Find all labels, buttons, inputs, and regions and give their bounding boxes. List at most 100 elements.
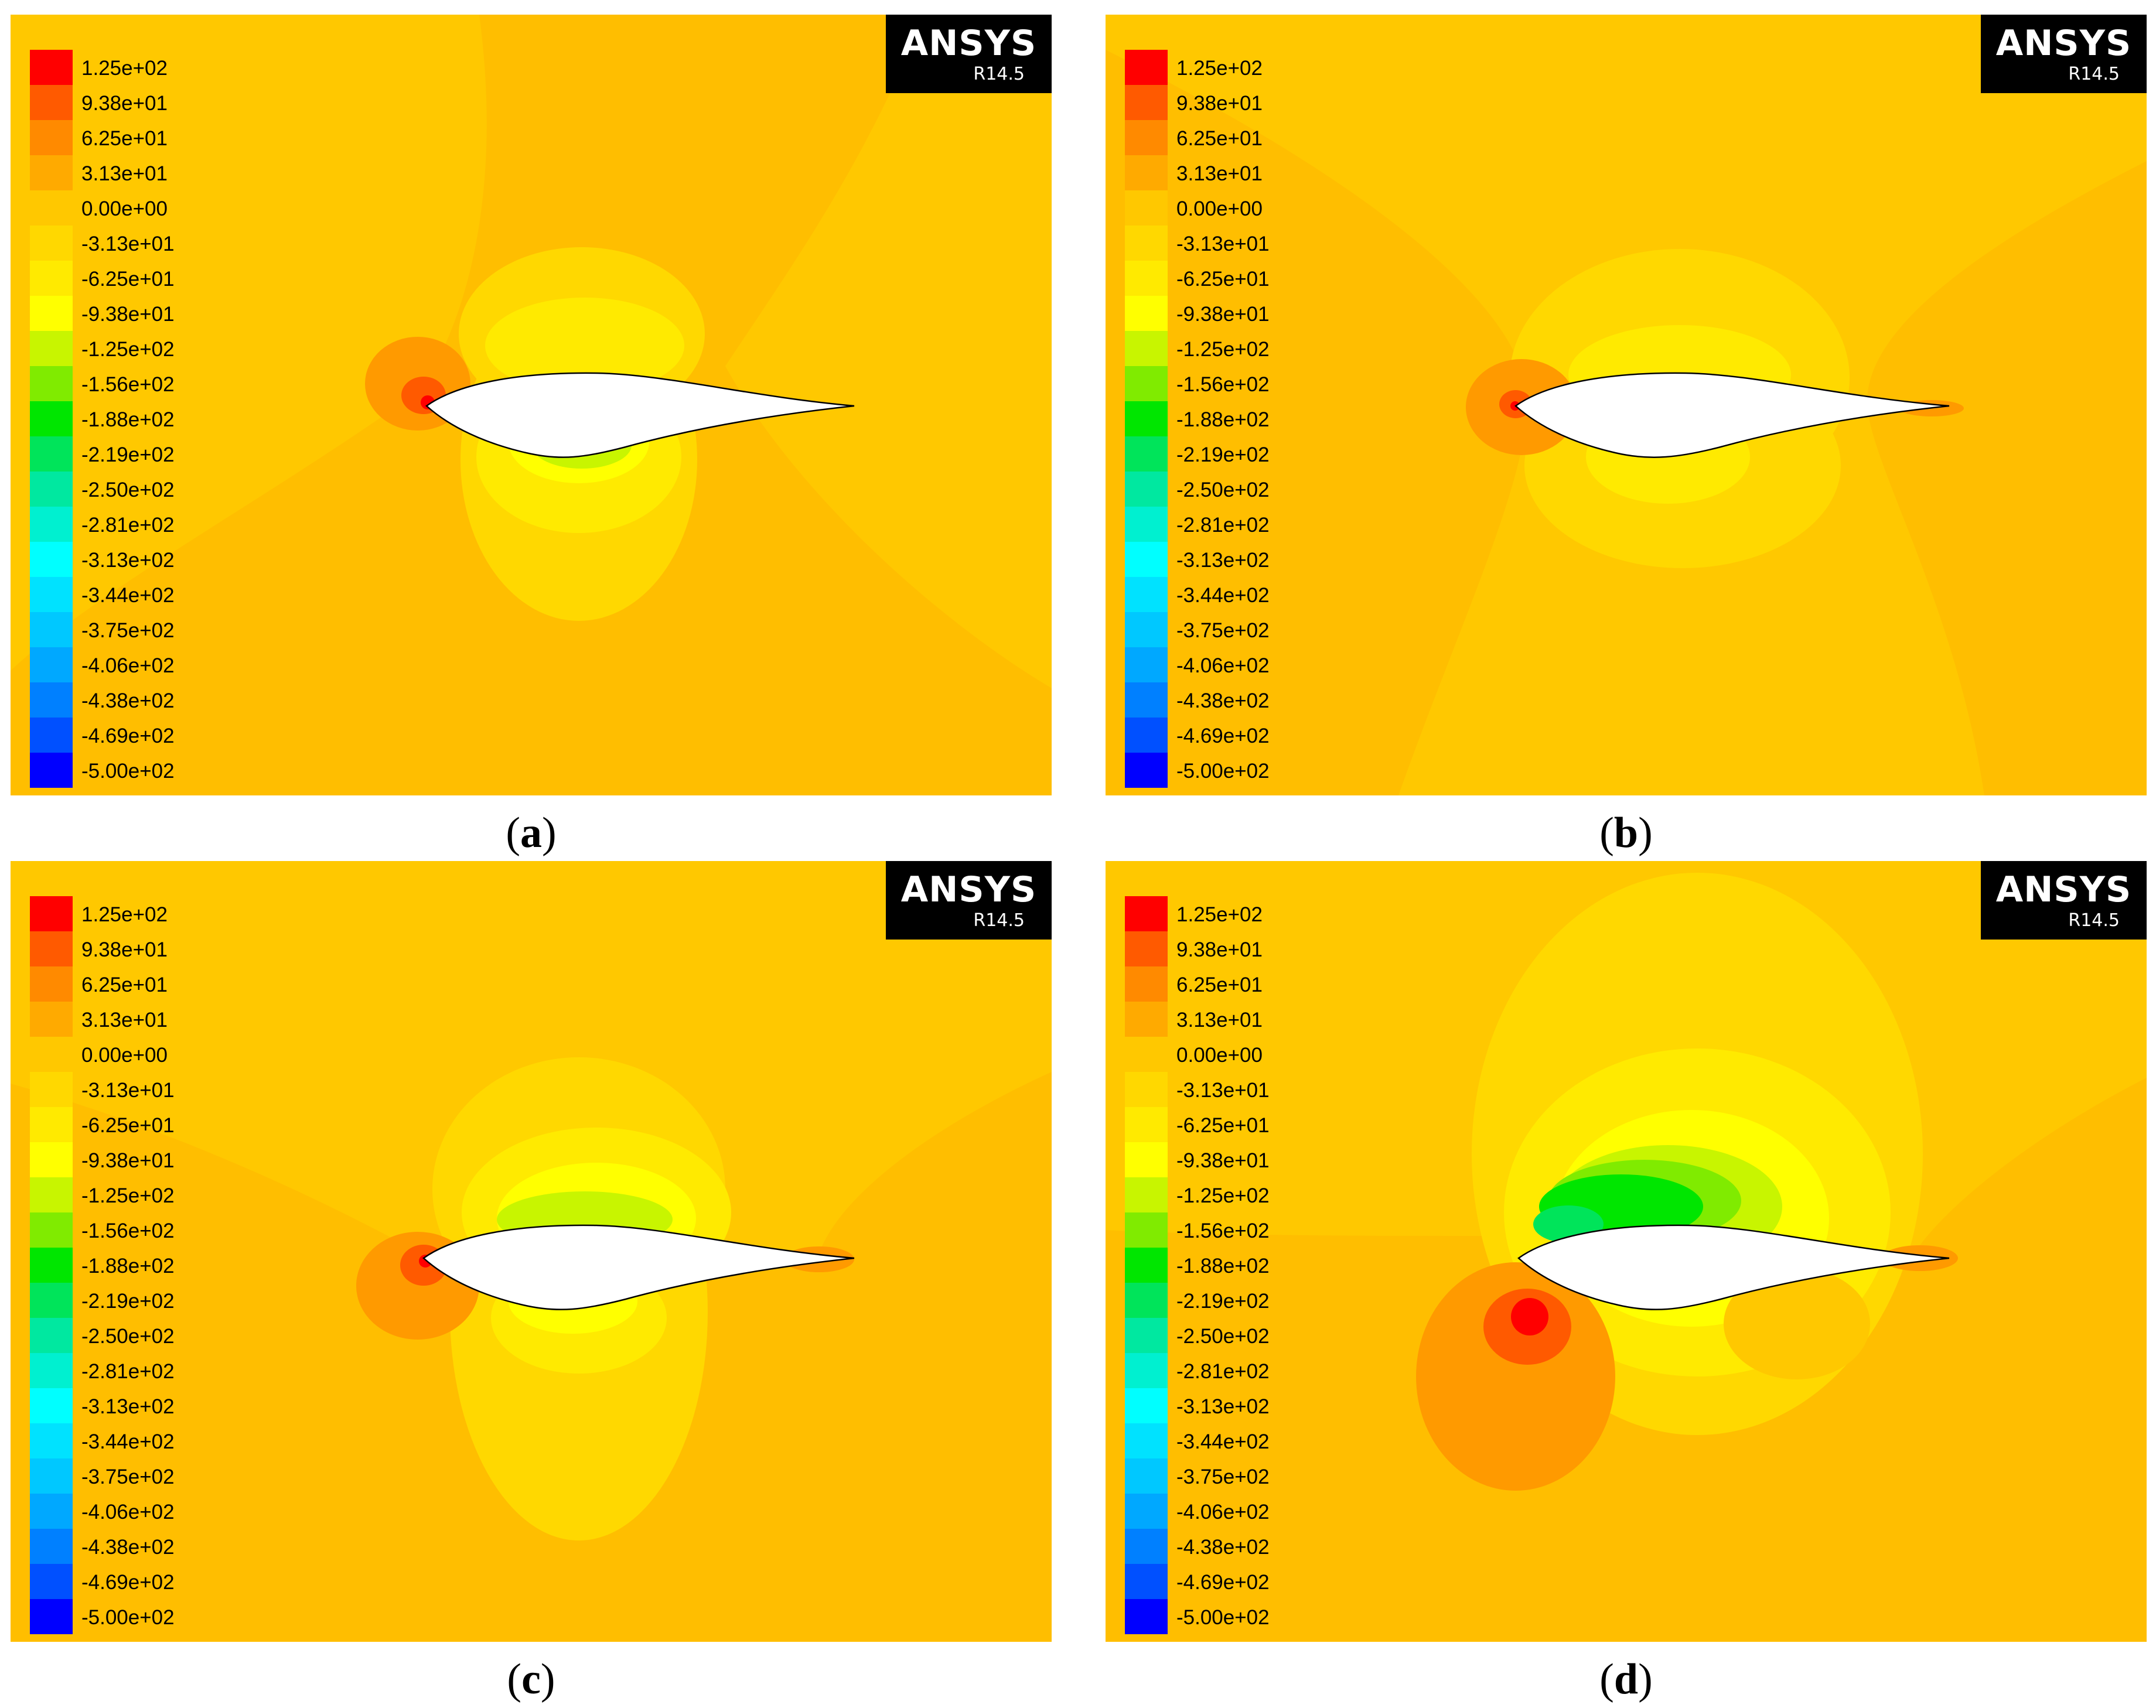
logo-name: ANSYS [1995, 869, 2132, 910]
legend-swatch [1125, 1212, 1168, 1248]
legend-swatch [1125, 1423, 1168, 1458]
caption-d: (d) [1599, 1655, 1653, 1703]
legend-tick-label: 9.38e+01 [81, 938, 168, 961]
logo-name: ANSYS [1995, 23, 2132, 64]
legend-swatch [1125, 1388, 1168, 1423]
legend-tick-label: -4.06e+02 [1176, 654, 1270, 677]
legend-tick-label: -4.69e+02 [1176, 1571, 1270, 1594]
legend-tick-label: -1.25e+02 [1176, 1184, 1270, 1207]
legend-swatch [30, 1107, 73, 1142]
legend-tick-label: -5.00e+02 [1176, 760, 1270, 783]
legend-swatch [1125, 1353, 1168, 1388]
pressure-contour-field [1106, 15, 2147, 795]
legend-tick-label: 3.13e+01 [81, 162, 168, 185]
caption-b: (b) [1599, 809, 1653, 857]
legend-swatch [30, 401, 73, 436]
legend-swatch [30, 472, 73, 507]
legend-tick-label: -1.56e+02 [81, 1219, 175, 1242]
legend-swatch [1125, 1458, 1168, 1494]
legend-tick-label: -3.44e+02 [1176, 1430, 1270, 1453]
legend-swatch [30, 1037, 73, 1072]
legend-swatch [1125, 966, 1168, 1002]
legend-swatch [1125, 507, 1168, 542]
legend-tick-label: -4.38e+02 [1176, 1536, 1270, 1559]
legend-tick-label: -2.19e+02 [1176, 443, 1270, 466]
legend-tick-label: -5.00e+02 [1176, 1606, 1270, 1629]
legend-swatch [1125, 1283, 1168, 1318]
legend-swatch [1125, 1564, 1168, 1599]
legend-swatch [1125, 120, 1168, 155]
legend-swatch [1125, 226, 1168, 261]
legend-tick-label: -5.00e+02 [81, 760, 175, 783]
legend-tick-label: 1.25e+02 [1176, 57, 1263, 80]
legend-tick-label: -2.50e+02 [81, 479, 175, 501]
legend-tick-label: -4.69e+02 [1176, 725, 1270, 747]
legend-tick-label: -3.13e+02 [1176, 549, 1270, 572]
legend-swatch [30, 1248, 73, 1283]
legend-swatch [30, 647, 73, 682]
legend-swatch [30, 1002, 73, 1037]
legend-swatch [1125, 261, 1168, 296]
legend-tick-label: -1.25e+02 [1176, 338, 1270, 361]
color-legend: 1.25e+02 9.38e+01 6.25e+01 3.13e+01 0.00e+00… [1125, 50, 1359, 788]
legend-swatch [30, 542, 73, 577]
legend-tick-label: -6.25e+01 [81, 268, 175, 291]
legend-tick-label: -3.75e+02 [81, 1466, 175, 1488]
legend-swatch [30, 436, 73, 472]
legend-tick-label: -3.75e+02 [1176, 619, 1270, 642]
legend-swatch [1125, 366, 1168, 401]
legend-swatch [30, 1423, 73, 1458]
legend-swatch [1125, 931, 1168, 966]
legend-tick-label: -1.25e+02 [81, 1184, 175, 1207]
legend-swatch [30, 1212, 73, 1248]
caption-a: (a) [506, 809, 557, 857]
logo-name: ANSYS [900, 869, 1037, 910]
legend-tick-label: -3.44e+02 [81, 584, 175, 607]
legend-tick-label: -1.25e+02 [81, 338, 175, 361]
legend-tick-label: -9.38e+01 [81, 303, 175, 326]
legend-tick-label: -3.44e+02 [81, 1430, 175, 1453]
legend-swatch [30, 753, 73, 788]
ansys-logo: ANSYS R14.5 [886, 15, 1052, 93]
legend-tick-label: 6.25e+01 [81, 127, 168, 150]
legend-swatch [1125, 85, 1168, 120]
legend-tick-label: -1.56e+02 [81, 373, 175, 396]
legend-tick-label: -3.13e+02 [81, 549, 175, 572]
legend-tick-label: -2.81e+02 [1176, 1360, 1270, 1383]
legend-tick-label: 9.38e+01 [1176, 92, 1263, 115]
legend-tick-label: -3.13e+01 [1176, 233, 1270, 255]
legend-swatch [30, 85, 73, 120]
contour-panel-b: 1.25e+02 9.38e+01 6.25e+01 3.13e+01 0.00e+00… [1106, 15, 2147, 795]
legend-swatch [1125, 682, 1168, 718]
legend-swatch [30, 507, 73, 542]
legend-tick-label: -4.69e+02 [81, 1571, 175, 1594]
ansys-logo: ANSYS R14.5 [886, 861, 1052, 940]
legend-swatch [1125, 190, 1168, 226]
legend-tick-label: -3.44e+02 [1176, 584, 1270, 607]
legend-tick-label: 6.25e+01 [1176, 127, 1263, 150]
legend-tick-label: -3.75e+02 [1176, 1466, 1270, 1488]
logo-name: ANSYS [900, 23, 1037, 64]
legend-tick-label: 1.25e+02 [1176, 903, 1263, 926]
legend-swatch [30, 1318, 73, 1353]
legend-tick-label: -3.13e+01 [1176, 1079, 1270, 1102]
legend-swatch [1125, 472, 1168, 507]
legend-tick-label: -6.25e+01 [81, 1114, 175, 1137]
legend-swatch [1125, 296, 1168, 331]
legend-tick-label: -2.50e+02 [1176, 1325, 1270, 1348]
color-legend: 1.25e+02 9.38e+01 6.25e+01 3.13e+01 0.00e+00… [30, 50, 264, 788]
ansys-logo: ANSYS R14.5 [1981, 15, 2147, 93]
legend-swatch [1125, 1142, 1168, 1177]
legend-tick-label: 3.13e+01 [81, 1009, 168, 1031]
legend-tick-label: -2.19e+02 [81, 1290, 175, 1313]
legend-swatch [30, 577, 73, 612]
legend-swatch [30, 226, 73, 261]
legend-swatch [30, 50, 73, 85]
legend-swatch [30, 682, 73, 718]
legend-tick-label: 9.38e+01 [81, 92, 168, 115]
legend-tick-label: -1.56e+02 [1176, 1219, 1270, 1242]
legend-tick-label: -4.38e+02 [1176, 689, 1270, 712]
legend-tick-label: 3.13e+01 [1176, 1009, 1263, 1031]
legend-swatch [30, 1142, 73, 1177]
legend-swatch [30, 296, 73, 331]
